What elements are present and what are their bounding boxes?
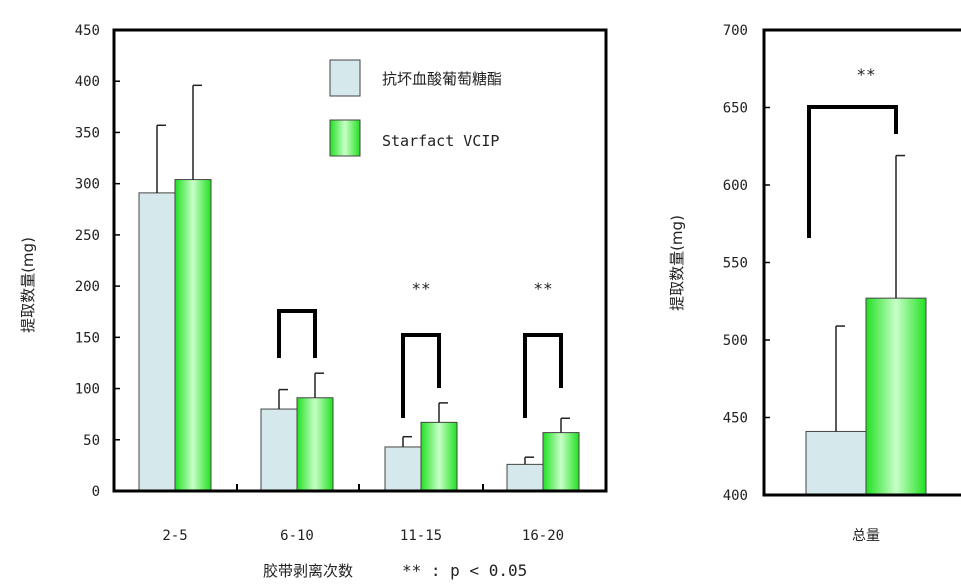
legend: 抗坏血酸葡萄糖酯 Starfact VCIP (329, 59, 502, 157)
bar-series-b (296, 397, 334, 492)
left-y-axis-label: 提取数量(mg) (19, 237, 37, 333)
y-tick-label: 150 (75, 330, 100, 346)
legend-swatch-series-b (329, 119, 361, 157)
legend-label-series-b: Starfact VCIP (382, 132, 499, 150)
y-tick-label: 650 (723, 101, 748, 117)
y-tick-label: 500 (723, 333, 748, 349)
x-tick-label: 11-15 (400, 528, 442, 544)
y-tick-label: 350 (75, 125, 100, 141)
y-tick-label: 400 (75, 74, 100, 90)
legend-swatch-series-a (329, 59, 361, 97)
bar-series-b (174, 179, 212, 492)
bar-series-b (865, 297, 927, 496)
significance-bracket (401, 333, 441, 418)
right-y-axis-label: 提取数量(mg) (668, 215, 686, 311)
significance-bracket (523, 333, 563, 418)
x-tick-label: 2-5 (162, 528, 187, 544)
legend-label-series-a: 抗坏血酸葡萄糖酯 (382, 70, 502, 88)
bar-series-a (506, 463, 544, 492)
x-tick-label: 总量 (852, 528, 880, 544)
y-tick-label: 550 (723, 256, 748, 272)
significance-marker: ** (856, 65, 875, 84)
y-tick-label: 400 (723, 488, 748, 504)
y-tick-label: 450 (723, 411, 748, 427)
left-chart: 0 50 100 150 200 250 300 350 400 450 2-5 6-10 11-15… (19, 23, 608, 580)
significance-bracket (277, 309, 317, 358)
bar-series-a (805, 430, 867, 496)
significance-bracket (807, 105, 898, 238)
y-tick-label: 0 (92, 484, 100, 500)
y-tick-label: 50 (83, 433, 100, 449)
y-tick-label: 700 (723, 23, 748, 39)
right-chart: 400 450 500 550 600 650 700 总量 ** 提取数量(mg) (668, 23, 961, 544)
right-plot-frame (762, 28, 961, 497)
bar-series-a (384, 446, 422, 492)
y-tick-label: 450 (75, 23, 100, 39)
significance-marker: ** (411, 279, 430, 298)
x-axis-label: 胶带剥离次数 (263, 562, 353, 580)
bar-series-a (260, 408, 298, 492)
y-tick-label: 200 (75, 279, 100, 295)
y-tick-label: 250 (75, 228, 100, 244)
y-tick-label: 100 (75, 382, 100, 398)
y-tick-label: 600 (723, 178, 748, 194)
bar-series-b (420, 421, 458, 492)
bar-series-a (138, 192, 176, 492)
left-plot-frame (112, 28, 608, 493)
significance-note: ** : p < 0.05 (402, 561, 527, 580)
significance-marker: ** (533, 279, 552, 298)
y-tick-label: 300 (75, 177, 100, 193)
bar-series-b (542, 432, 580, 492)
x-tick-label: 6-10 (280, 528, 314, 544)
x-tick-label: 16-20 (522, 528, 564, 544)
